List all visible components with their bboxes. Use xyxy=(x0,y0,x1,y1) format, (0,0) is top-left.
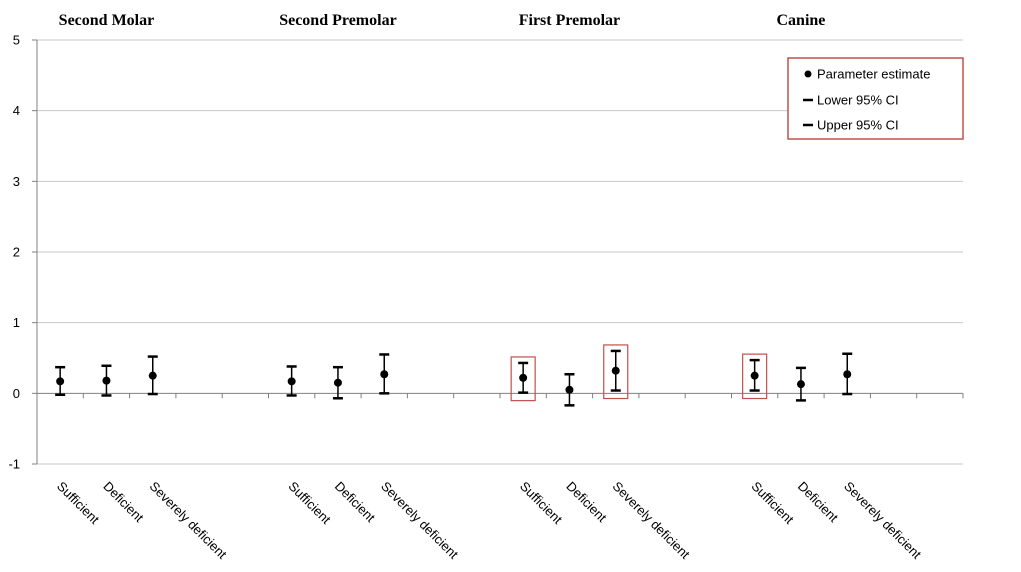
estimate-point xyxy=(148,371,157,380)
estimate-point xyxy=(333,378,342,387)
grid-lines xyxy=(37,39,963,465)
x-tick-label: Severely deficient xyxy=(841,479,924,562)
estimate-point xyxy=(843,370,852,379)
y-tick-label: 3 xyxy=(13,174,20,189)
highlight-box xyxy=(510,356,536,402)
estimate-point xyxy=(750,371,759,380)
legend-label-estimate: Parameter estimate xyxy=(817,67,930,82)
y-tick-label: 1 xyxy=(13,315,20,330)
x-tick-label: Deficient xyxy=(563,479,610,526)
x-tick-label: Sufficient xyxy=(749,479,798,528)
highlight-box xyxy=(742,353,768,400)
estimate-point xyxy=(102,376,111,385)
x-tick-label: Sufficient xyxy=(54,479,103,528)
legend-label-upper: Upper 95% CI xyxy=(817,118,899,133)
legend-marker-estimate xyxy=(804,70,812,78)
group-title: Second Premolar xyxy=(279,12,396,29)
x-tick-label: Sufficient xyxy=(286,479,335,528)
x-tick-label: Severely deficient xyxy=(610,479,693,562)
group-title: Canine xyxy=(776,12,825,29)
estimate-point xyxy=(519,373,528,382)
x-tick-label: Severely deficient xyxy=(378,479,461,562)
x-tick-label: Deficient xyxy=(332,479,379,526)
x-tick-label: Deficient xyxy=(795,479,842,526)
x-tick-label: Severely deficient xyxy=(147,479,230,562)
y-tick-label: -1 xyxy=(8,457,20,472)
group-title: First Premolar xyxy=(519,12,620,29)
x-tick-label: Sufficient xyxy=(517,479,566,528)
legend: Parameter estimate Lower 95% CI Upper 95… xyxy=(787,57,964,140)
estimate-point xyxy=(565,385,574,394)
x-tick-label: Deficient xyxy=(100,479,147,526)
axes xyxy=(32,39,964,465)
y-tick-labels: -1 0 1 2 3 4 5 xyxy=(8,33,20,472)
highlight-box xyxy=(603,344,629,400)
data-marks xyxy=(55,349,853,407)
legend-label-lower: Lower 95% CI xyxy=(817,93,899,108)
group-title: Second Molar xyxy=(59,12,155,29)
estimate-point xyxy=(611,366,620,375)
legend-box xyxy=(787,57,964,140)
estimate-point xyxy=(287,377,296,386)
estimate-point xyxy=(56,377,65,386)
y-tick-label: 5 xyxy=(13,33,20,48)
estimate-point xyxy=(796,380,805,389)
estimate-point xyxy=(380,370,389,379)
y-tick-label: 4 xyxy=(13,103,20,118)
highlight-boxes xyxy=(510,344,768,402)
y-tick-label: 2 xyxy=(13,245,20,260)
y-tick-label: 0 xyxy=(13,386,20,401)
group-titles: Second Molar Second Premolar First Premola… xyxy=(59,12,826,29)
